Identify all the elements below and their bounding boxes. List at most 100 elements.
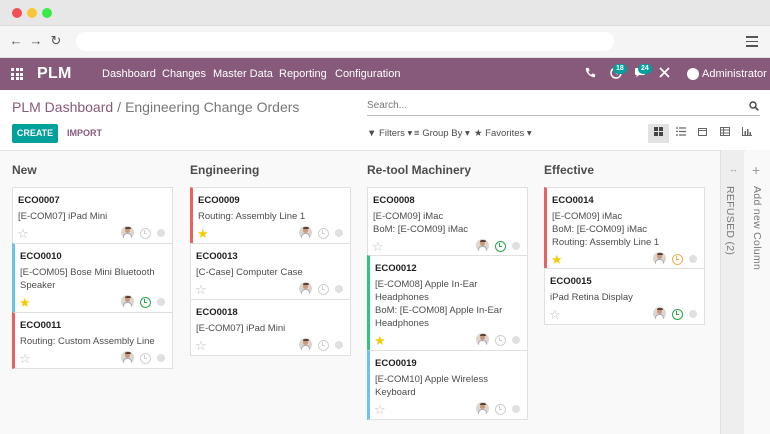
kanban-card[interactable]: ECO0011 Routing: Custom Assembly Line ☆	[12, 312, 173, 369]
avatar[interactable]	[653, 307, 666, 320]
calendar-view-icon[interactable]	[692, 124, 713, 143]
activity-clock-icon[interactable]	[140, 228, 151, 239]
reload-icon[interactable]: ↻	[50, 33, 62, 48]
kanban-state-dot[interactable]	[335, 341, 343, 349]
star-empty-icon[interactable]: ☆	[19, 351, 31, 366]
kanban-card[interactable]: ECO0019 [E-COM10] Apple Wireless Keyboard ☆	[367, 350, 528, 420]
folded-column-refused[interactable]: ↔ REFUSED (2)	[720, 150, 744, 434]
kanban-card[interactable]: ECO0007 [E-COM07] iPad Mini ☆	[12, 187, 173, 244]
kanban-state-dot[interactable]	[512, 242, 520, 250]
activity-clock-icon[interactable]	[495, 404, 506, 415]
kanban-state-dot[interactable]	[335, 229, 343, 237]
drag-handle-icon[interactable]: ↔	[729, 164, 738, 174]
star-filled-icon[interactable]: ★	[374, 333, 386, 348]
breadcrumb-current: Engineering Change Orders	[125, 99, 300, 115]
folded-column-title[interactable]: REFUSED (2)	[724, 186, 736, 256]
activity-clock-icon[interactable]	[140, 297, 151, 308]
star-filled-icon[interactable]: ★	[197, 226, 209, 241]
add-column-area[interactable]: + Add new Column	[745, 150, 770, 434]
app-brand: PLM	[37, 65, 72, 82]
kanban-card[interactable]: ECO0015 iPad Retina Display ☆	[544, 268, 705, 325]
star-empty-icon[interactable]: ☆	[195, 282, 207, 297]
kanban-card[interactable]: ECO0012 [E-COM08] Apple In-Ear Headphones B…	[367, 255, 528, 351]
menu-configuration[interactable]: Configuration	[335, 68, 401, 80]
card-details: Routing: Assembly Line 1	[198, 210, 344, 223]
activity-clock-icon[interactable]	[495, 335, 506, 346]
activity-clock-icon[interactable]	[672, 309, 683, 320]
add-column-label[interactable]: Add new Column	[751, 186, 763, 271]
kanban-card[interactable]: ECO0010 [E-COM05] Bose Mini Bluetooth Spea…	[12, 243, 173, 313]
kanban-card[interactable]: ECO0013 [C-Case] Computer Case ☆	[190, 243, 351, 300]
kanban-state-dot[interactable]	[689, 310, 697, 318]
import-button[interactable]: IMPORT	[67, 128, 102, 138]
apps-grid-icon[interactable]	[11, 68, 23, 80]
kanban-state-dot[interactable]	[689, 255, 697, 263]
group-by-dropdown[interactable]: ≡ Group By ▾	[414, 128, 470, 139]
menu-reporting[interactable]: Reporting	[279, 68, 327, 80]
forward-arrow-icon[interactable]: →	[29, 33, 43, 48]
avatar[interactable]	[653, 252, 666, 265]
address-bar[interactable]	[76, 32, 614, 51]
filters-dropdown[interactable]: ▼ Filters ▾	[367, 128, 413, 139]
activity-clock-icon[interactable]	[318, 228, 329, 239]
activity-clock-icon[interactable]	[495, 241, 506, 252]
avatar[interactable]	[299, 226, 312, 239]
star-filled-icon[interactable]: ★	[19, 295, 31, 310]
kanban-view-icon[interactable]	[648, 124, 669, 143]
activity-clock-icon[interactable]	[140, 353, 151, 364]
favorites-dropdown[interactable]: ★ Favorites ▾	[474, 128, 532, 139]
create-button[interactable]: CREATE	[12, 124, 58, 143]
avatar[interactable]	[476, 402, 489, 415]
avatar[interactable]	[299, 338, 312, 351]
star-filled-icon[interactable]: ★	[551, 252, 563, 267]
kanban-state-dot[interactable]	[157, 354, 165, 362]
star-empty-icon[interactable]: ☆	[372, 239, 384, 254]
avatar[interactable]	[121, 226, 134, 239]
menu-dashboard[interactable]: Dashboard	[102, 68, 156, 80]
kanban-state-dot[interactable]	[157, 229, 165, 237]
activity-clock-icon[interactable]	[318, 340, 329, 351]
list-view-icon[interactable]	[670, 124, 691, 143]
avatar[interactable]	[121, 295, 134, 308]
user-avatar[interactable]	[687, 68, 699, 80]
column-title[interactable]: Re-tool Machinery	[367, 163, 472, 177]
kanban-state-dot[interactable]	[512, 336, 520, 344]
kanban-card[interactable]: ECO0008 [E-COM09] iMac BoM: [E-COM09] iMac…	[367, 187, 528, 257]
star-empty-icon[interactable]: ☆	[374, 402, 386, 417]
kanban-card[interactable]: ECO0014 [E-COM09] iMac BoM: [E-COM09] iMac…	[544, 187, 705, 270]
kanban-card[interactable]: ECO0018 [E-COM07] iPad Mini ☆	[190, 299, 351, 356]
kanban-card[interactable]: ECO0009 Routing: Assembly Line 1 ★	[190, 187, 351, 244]
browser-menu-icon[interactable]	[746, 36, 758, 50]
plus-icon[interactable]: +	[752, 162, 761, 178]
kanban-state-dot[interactable]	[512, 405, 520, 413]
tools-icon[interactable]	[659, 67, 670, 81]
search-icon[interactable]	[749, 101, 759, 111]
graph-view-icon[interactable]	[736, 124, 757, 143]
star-icon: ★	[474, 128, 483, 139]
breadcrumb-parent[interactable]: PLM Dashboard	[12, 99, 114, 115]
back-arrow-icon[interactable]: ←	[9, 33, 23, 48]
avatar[interactable]	[121, 351, 134, 364]
minimize-window-dot[interactable]	[27, 8, 37, 18]
column-title[interactable]: Effective	[544, 163, 595, 177]
activity-clock-icon[interactable]	[672, 254, 683, 265]
maximize-window-dot[interactable]	[42, 8, 52, 18]
column-title[interactable]: New	[12, 163, 37, 177]
star-empty-icon[interactable]: ☆	[549, 307, 561, 322]
pivot-view-icon[interactable]	[714, 124, 735, 143]
star-empty-icon[interactable]: ☆	[17, 226, 29, 241]
phone-icon[interactable]	[585, 67, 596, 81]
star-empty-icon[interactable]: ☆	[195, 338, 207, 353]
avatar[interactable]	[299, 282, 312, 295]
column-title[interactable]: Engineering	[190, 163, 260, 177]
avatar[interactable]	[476, 333, 489, 346]
menu-master-data[interactable]: Master Data	[213, 68, 273, 80]
search-input[interactable]	[367, 96, 760, 116]
kanban-state-dot[interactable]	[157, 298, 165, 306]
avatar[interactable]	[476, 239, 489, 252]
user-menu[interactable]: Administrator	[702, 68, 767, 80]
kanban-state-dot[interactable]	[335, 285, 343, 293]
activity-clock-icon[interactable]	[318, 284, 329, 295]
close-window-dot[interactable]	[12, 8, 22, 18]
menu-changes[interactable]: Changes	[162, 68, 207, 80]
